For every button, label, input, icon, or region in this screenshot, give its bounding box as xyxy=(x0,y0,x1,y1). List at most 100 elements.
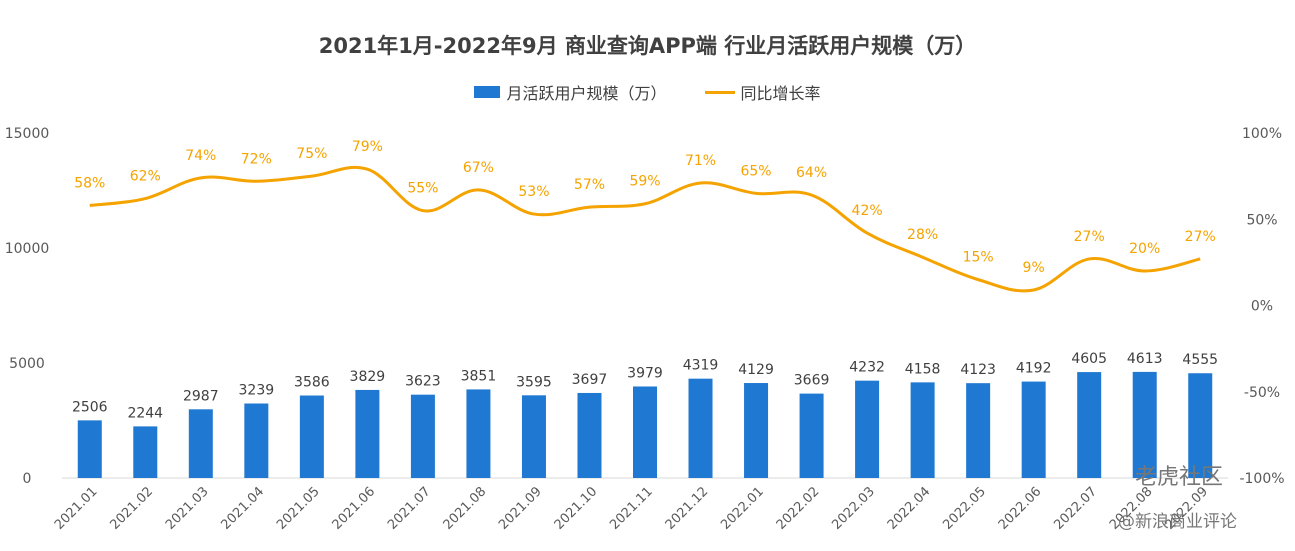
line-point-label: 65% xyxy=(740,163,771,179)
legend: 月活跃用户规模（万） 同比增长率 xyxy=(0,80,1295,104)
x-tick-label: 2022.01 xyxy=(718,484,767,533)
bar xyxy=(355,389,380,478)
bar xyxy=(744,383,769,478)
bar-label: 3851 xyxy=(461,368,497,384)
bar xyxy=(410,394,435,478)
line-point-label: 62% xyxy=(130,169,161,185)
bar xyxy=(1077,372,1102,478)
x-tick-label: 2021.01 xyxy=(52,484,101,533)
bar-label: 3669 xyxy=(794,373,830,389)
legend-swatch-bar xyxy=(474,86,501,98)
bar-label: 3595 xyxy=(516,374,552,390)
line-point-label: 27% xyxy=(1185,229,1216,245)
right-tick-label: 100% xyxy=(1242,126,1282,142)
x-axis-ticks: 2021.01 2021.02 2021.03 2021.04 2021.05 2021.… xyxy=(52,484,1211,533)
x-tick-label: 2022.03 xyxy=(829,484,878,533)
watermark-source: @新浪商业评论 xyxy=(1118,512,1237,532)
bar-series xyxy=(77,371,1213,478)
bar-label: 3697 xyxy=(572,372,608,388)
right-tick-label: -100% xyxy=(1239,471,1284,487)
left-tick-label: 0 xyxy=(23,471,32,487)
line-labels: 58% 62% 74% 72% 75% 79% 55% 67% 53% 57% 59% 71% 65% 6… xyxy=(74,139,1216,276)
line-point-label: 42% xyxy=(852,203,883,219)
line-point-label: 72% xyxy=(241,151,272,167)
bar xyxy=(577,392,602,478)
x-tick-label: 2021.04 xyxy=(219,484,268,533)
bar xyxy=(910,382,935,478)
right-tick-label: 0% xyxy=(1251,299,1273,315)
legend-swatch-line xyxy=(704,90,735,94)
bar-label: 4192 xyxy=(1016,361,1052,377)
bar-labels: 2506 2244 2987 3239 3586 3829 3623 3851 3595 3697… xyxy=(72,351,1218,421)
bar xyxy=(77,420,102,478)
bar-label: 3829 xyxy=(350,369,386,385)
bar xyxy=(1132,371,1157,478)
bar-label: 2987 xyxy=(183,388,219,404)
line-point-label: 27% xyxy=(1074,229,1105,245)
bar xyxy=(521,395,546,478)
x-tick-label: 2022.02 xyxy=(774,484,823,533)
x-tick-label: 2021.07 xyxy=(385,484,434,533)
bar-label: 4613 xyxy=(1127,351,1163,367)
bar xyxy=(799,393,824,478)
bar xyxy=(466,389,491,478)
bar xyxy=(188,409,213,478)
legend-item-line[interactable]: 同比增长率 xyxy=(704,80,821,104)
x-tick-label: 2021.03 xyxy=(163,484,212,533)
line-point-label: 75% xyxy=(296,146,327,162)
x-tick-label: 2021.06 xyxy=(330,484,379,533)
left-tick-label: 15000 xyxy=(5,126,50,142)
bar-label: 3623 xyxy=(405,374,441,390)
x-tick-label: 2022.07 xyxy=(1051,484,1100,533)
left-tick-label: 10000 xyxy=(5,241,50,257)
legend-item-bar[interactable]: 月活跃用户规模（万） xyxy=(474,80,667,104)
bar-label: 3586 xyxy=(294,375,330,391)
x-tick-label: 2021.11 xyxy=(607,484,656,533)
x-tick-label: 2021.05 xyxy=(274,484,323,533)
x-tick-label: 2022.06 xyxy=(996,484,1045,533)
x-tick-label: 2021.10 xyxy=(552,484,601,533)
bar-label: 4605 xyxy=(1071,351,1107,367)
bar-label: 4158 xyxy=(905,361,941,377)
left-axis: 0 5000 10000 15000 xyxy=(5,126,50,487)
bar xyxy=(633,386,657,478)
line-point-label: 53% xyxy=(518,184,549,200)
line-point-label: 59% xyxy=(629,174,660,190)
bar xyxy=(133,426,158,478)
chart-title: 2021年1月-2022年9月 商业查询APP端 行业月活跃用户规模（万） xyxy=(318,34,977,58)
line-point-label: 55% xyxy=(407,181,438,197)
x-tick-label: 2021.02 xyxy=(107,484,156,533)
bar-label: 4123 xyxy=(960,362,996,378)
line-point-label: 20% xyxy=(1129,241,1160,257)
right-tick-label: 50% xyxy=(1246,212,1277,228)
bar xyxy=(855,380,880,478)
line-point-label: 74% xyxy=(185,148,216,164)
bar xyxy=(299,395,324,478)
bar-label: 4232 xyxy=(849,360,885,376)
bar-label: 2506 xyxy=(72,399,108,415)
legend-label-line: 同比增长率 xyxy=(740,84,821,103)
bar-label: 3979 xyxy=(627,365,663,381)
bar xyxy=(244,403,269,478)
bar-label: 3239 xyxy=(239,383,275,399)
x-tick-label: 2021.08 xyxy=(441,484,490,533)
line-point-label: 57% xyxy=(574,177,605,193)
watermark-brand: 老虎社区 xyxy=(1135,465,1223,490)
x-tick-label: 2022.04 xyxy=(885,484,934,533)
line-point-label: 64% xyxy=(796,165,827,181)
bar-label: 4555 xyxy=(1182,352,1218,368)
line-point-label: 28% xyxy=(907,227,938,243)
line-point-label: 15% xyxy=(963,250,994,266)
x-tick-label: 2022.05 xyxy=(940,484,989,533)
line-point-label: 79% xyxy=(352,139,383,155)
bar xyxy=(966,383,991,478)
x-tick-label: 2021.09 xyxy=(496,484,545,533)
line-point-label: 58% xyxy=(74,175,105,191)
line-point-label: 9% xyxy=(1023,260,1045,276)
growth-rate-line xyxy=(89,165,1201,293)
bar xyxy=(1021,381,1046,478)
bar-label: 4129 xyxy=(738,362,774,378)
legend-label-bar: 月活跃用户规模（万） xyxy=(506,84,667,103)
